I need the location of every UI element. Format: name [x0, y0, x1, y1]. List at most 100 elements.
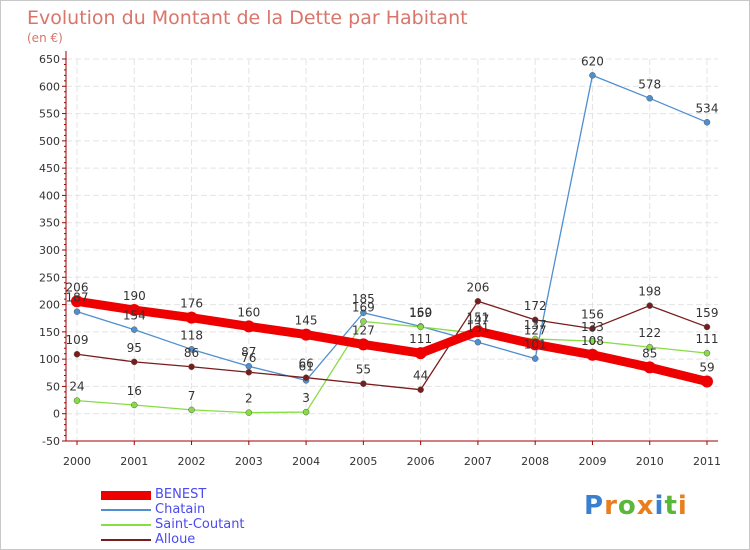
data-point: [586, 348, 599, 361]
y-tick-label: 200: [39, 299, 60, 312]
data-point: [131, 401, 138, 409]
data-label: 3: [302, 391, 310, 405]
data-label: 111: [696, 332, 719, 346]
y-tick-label: 300: [39, 244, 60, 257]
data-point: [71, 295, 83, 308]
data-label: 147: [466, 312, 489, 326]
data-label: 160: [409, 305, 432, 319]
legend-item: BENEST: [101, 487, 301, 502]
y-tick-label: 500: [39, 135, 60, 148]
data-point: [131, 358, 138, 366]
data-point: [646, 302, 653, 309]
legend-label: BENEST: [155, 487, 207, 502]
data-point: [188, 346, 195, 353]
data-point: [643, 361, 656, 374]
data-label: 127: [352, 323, 375, 337]
data-point: [471, 325, 484, 338]
series-line-chatain: [76, 74, 708, 382]
chart-subtitle: (en €): [27, 31, 63, 45]
data-label: 206: [66, 280, 89, 294]
y-tick-label: 50: [46, 380, 60, 393]
data-point: [701, 375, 713, 388]
data-point: [302, 408, 310, 416]
data-point: [128, 304, 141, 317]
data-label: 127: [524, 323, 547, 337]
data-label: 109: [66, 333, 89, 347]
data-label: 86: [184, 346, 199, 360]
x-tick-label: 2005: [349, 455, 377, 468]
data-point: [73, 350, 81, 358]
data-label: 131: [466, 321, 489, 335]
data-label: 108: [581, 334, 604, 348]
data-point: [531, 355, 539, 362]
x-tick-label: 2004: [292, 455, 320, 468]
data-point: [73, 308, 81, 315]
data-point: [474, 338, 482, 346]
data-point: [300, 328, 313, 341]
data-label: 176: [180, 297, 203, 311]
data-label: 85: [642, 346, 657, 360]
data-point: [417, 386, 424, 393]
x-tick-label: 2007: [464, 455, 492, 468]
data-point: [357, 338, 370, 351]
data-point: [188, 363, 195, 371]
data-point: [417, 323, 424, 331]
data-label: 55: [356, 363, 371, 377]
data-label: 122: [638, 326, 661, 340]
proxiti-logo: Proxiti: [584, 491, 688, 521]
y-tick-label: -50: [42, 435, 60, 448]
legend-swatch: [101, 490, 151, 500]
legend-swatch: [101, 524, 151, 526]
legend-swatch: [101, 539, 151, 541]
x-tick-label: 2001: [120, 455, 148, 468]
data-point: [589, 325, 596, 332]
legend-label: Saint-Coutant: [155, 517, 245, 532]
data-point: [703, 349, 711, 357]
data-label: 66: [298, 357, 313, 371]
data-point: [646, 95, 653, 102]
data-label: 620: [581, 54, 604, 68]
data-label: 172: [524, 299, 547, 313]
chart-title: Evolution du Montant de la Dette par Hab…: [27, 7, 468, 29]
data-label: 16: [127, 384, 142, 398]
data-point: [360, 380, 367, 387]
data-label: 185: [352, 292, 375, 306]
data-point: [73, 397, 81, 404]
data-point: [529, 338, 542, 351]
data-label: 151: [466, 310, 489, 324]
y-tick-label: 650: [39, 53, 60, 66]
legend-item: Saint-Coutant: [101, 517, 301, 532]
data-label: 145: [295, 314, 318, 328]
data-label: 206: [466, 280, 489, 294]
data-point: [131, 326, 138, 333]
legend-item: Alloue: [101, 532, 301, 547]
data-label: 44: [413, 369, 428, 383]
data-point: [703, 323, 711, 331]
y-tick-label: 550: [39, 108, 60, 121]
data-label: 133: [581, 320, 604, 334]
data-label: 7: [188, 389, 196, 403]
data-label: 24: [69, 380, 84, 394]
data-point: [302, 374, 310, 381]
data-point: [245, 368, 253, 376]
data-point: [589, 72, 596, 79]
data-label: 137: [524, 318, 547, 332]
data-label: 61: [298, 359, 313, 373]
legend-item: Chatain: [101, 502, 301, 517]
data-point: [185, 311, 198, 324]
data-label: 2: [245, 392, 253, 406]
data-label: 118: [180, 328, 203, 342]
y-tick-label: 0: [53, 408, 60, 421]
data-label: 95: [127, 341, 142, 355]
data-label: 160: [237, 305, 260, 319]
data-label: 159: [409, 306, 432, 320]
data-point: [360, 318, 367, 325]
legend-swatch: [101, 509, 151, 511]
series-line-benest: [72, 296, 712, 387]
data-label: 578: [638, 77, 661, 91]
y-tick-label: 600: [39, 80, 60, 93]
y-tick-label: 450: [39, 162, 60, 175]
series-line-saint-coutant: [76, 320, 708, 414]
